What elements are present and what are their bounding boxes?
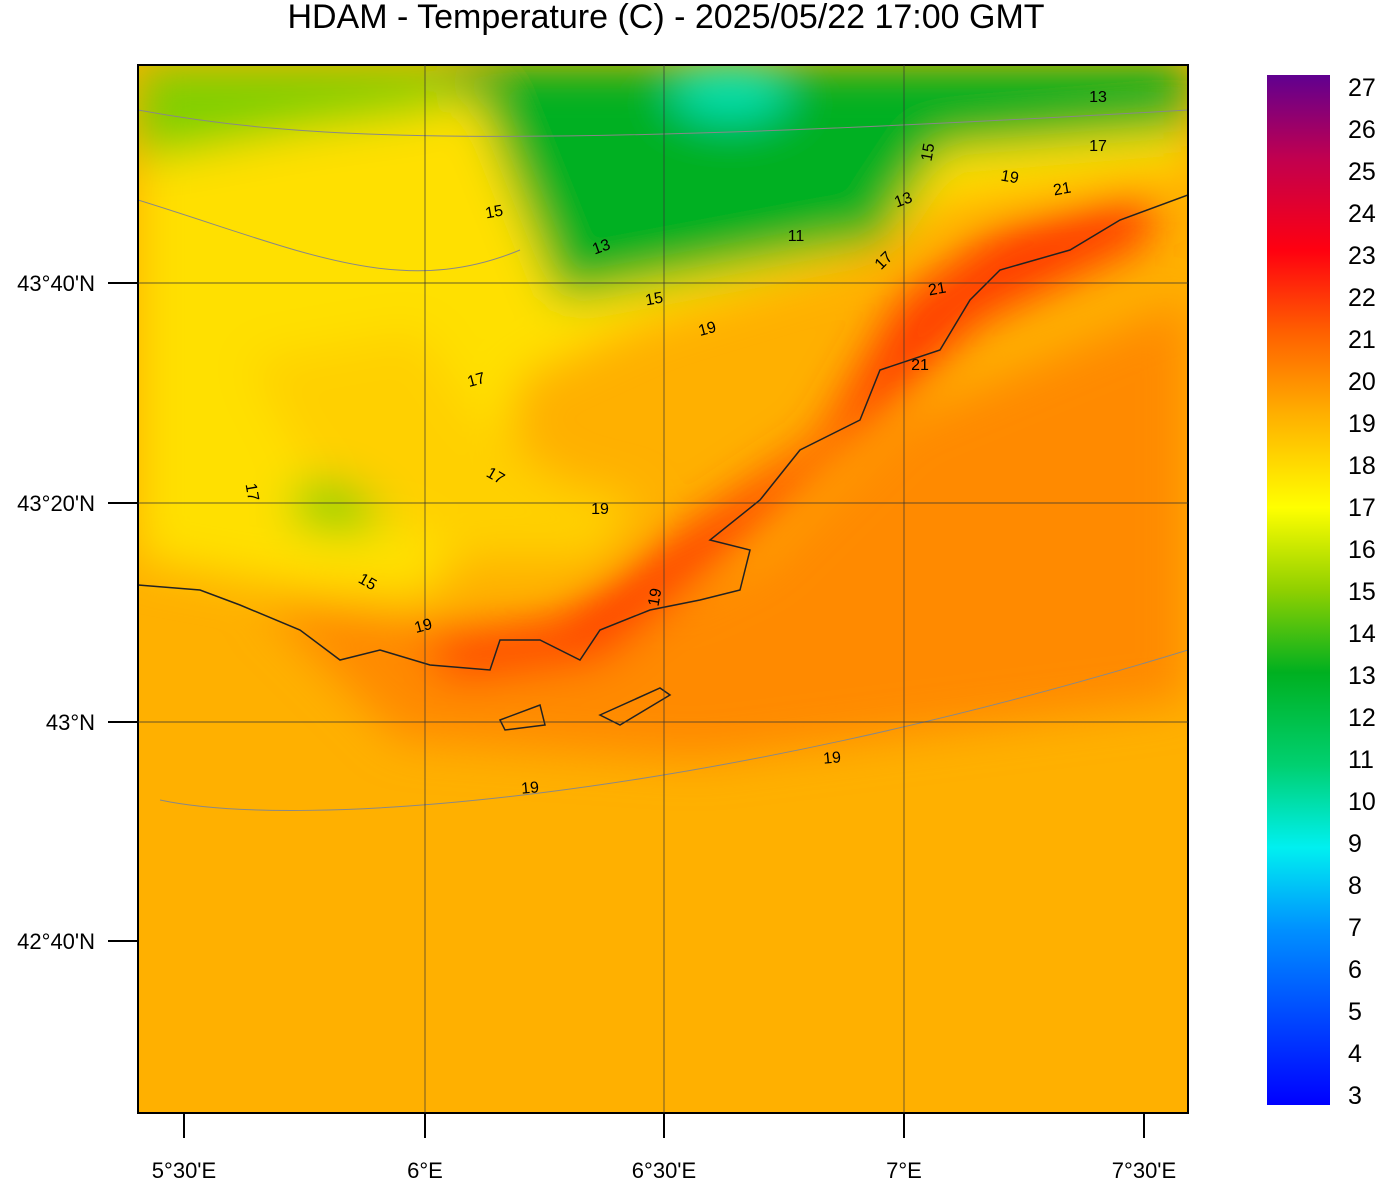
- contour-label: 15: [919, 142, 939, 163]
- contour-label: 21: [927, 280, 948, 300]
- colorbar: [1267, 75, 1330, 1105]
- colorbar-label: 4: [1348, 1040, 1362, 1068]
- contour-label: 19: [1000, 168, 1021, 188]
- contour-label: 13: [1089, 89, 1107, 106]
- contour-label: 15: [484, 203, 505, 223]
- lat-label: 42°40'N: [17, 929, 95, 954]
- lat-label: 43°20'N: [17, 491, 95, 516]
- colorbar-label: 3: [1348, 1082, 1362, 1110]
- title: HDAM - Temperature (C) - 2025/05/22 17:0…: [287, 0, 1044, 36]
- lat-label: 43°40'N: [17, 271, 95, 296]
- colorbar-label: 21: [1348, 326, 1376, 354]
- contour-label: 19: [591, 501, 609, 518]
- colorbar-label: 19: [1348, 410, 1376, 438]
- colorbar-label: 14: [1348, 620, 1376, 648]
- colorbar-label: 23: [1348, 242, 1376, 270]
- colorbar-label: 12: [1348, 704, 1376, 732]
- colorbar-label: 26: [1348, 116, 1376, 144]
- lon-label: 7°E: [886, 1158, 922, 1180]
- colorbar-label: 11: [1348, 746, 1374, 774]
- colorbar-label: 17: [1348, 494, 1376, 522]
- colorbar-label: 22: [1348, 284, 1376, 312]
- colorbar-label: 16: [1348, 536, 1376, 564]
- lon-label: 6°E: [407, 1158, 443, 1180]
- temperature-field: [138, 65, 1188, 1113]
- colorbar-label: 13: [1348, 662, 1376, 690]
- contour-label: 11: [788, 228, 805, 245]
- contour-label: 13: [892, 189, 915, 211]
- colorbar-label: 20: [1348, 368, 1376, 396]
- contour-label: 19: [413, 616, 435, 637]
- lat-label: 43°N: [46, 710, 95, 735]
- contour-label: 19: [697, 319, 719, 340]
- contour-label: 17: [483, 464, 507, 488]
- contour-label: 15: [355, 570, 379, 594]
- contour-label: 21: [1052, 180, 1073, 200]
- contour-label: 19: [521, 779, 540, 797]
- lon-label: 5°30'E: [152, 1158, 216, 1180]
- colorbar-label: 25: [1348, 158, 1376, 186]
- lon-label: 7°30'E: [1112, 1158, 1176, 1180]
- lon-label: 6°30'E: [632, 1158, 696, 1180]
- colorbar-label: 10: [1348, 788, 1376, 816]
- colorbar-label: 6: [1348, 956, 1362, 984]
- colorbar-label: 5: [1348, 998, 1362, 1026]
- colorbar-label: 7: [1348, 914, 1362, 942]
- colorbar-label: 8: [1348, 872, 1362, 900]
- contour-label: 17: [1089, 138, 1107, 155]
- colorbar-label: 27: [1348, 74, 1376, 102]
- contour-label: 21: [911, 357, 929, 374]
- colorbar-label: 18: [1348, 452, 1376, 480]
- contour-label: 19: [823, 749, 842, 767]
- colorbar-label: 9: [1348, 830, 1362, 858]
- colorbar-label: 15: [1348, 578, 1376, 606]
- colorbar-label: 24: [1348, 200, 1376, 228]
- contour-label: 17: [466, 370, 488, 391]
- contour-label: 15: [644, 290, 665, 310]
- contour-label: 13: [590, 236, 613, 258]
- contour-label: 19: [646, 587, 666, 608]
- contour-label: 17: [242, 482, 262, 503]
